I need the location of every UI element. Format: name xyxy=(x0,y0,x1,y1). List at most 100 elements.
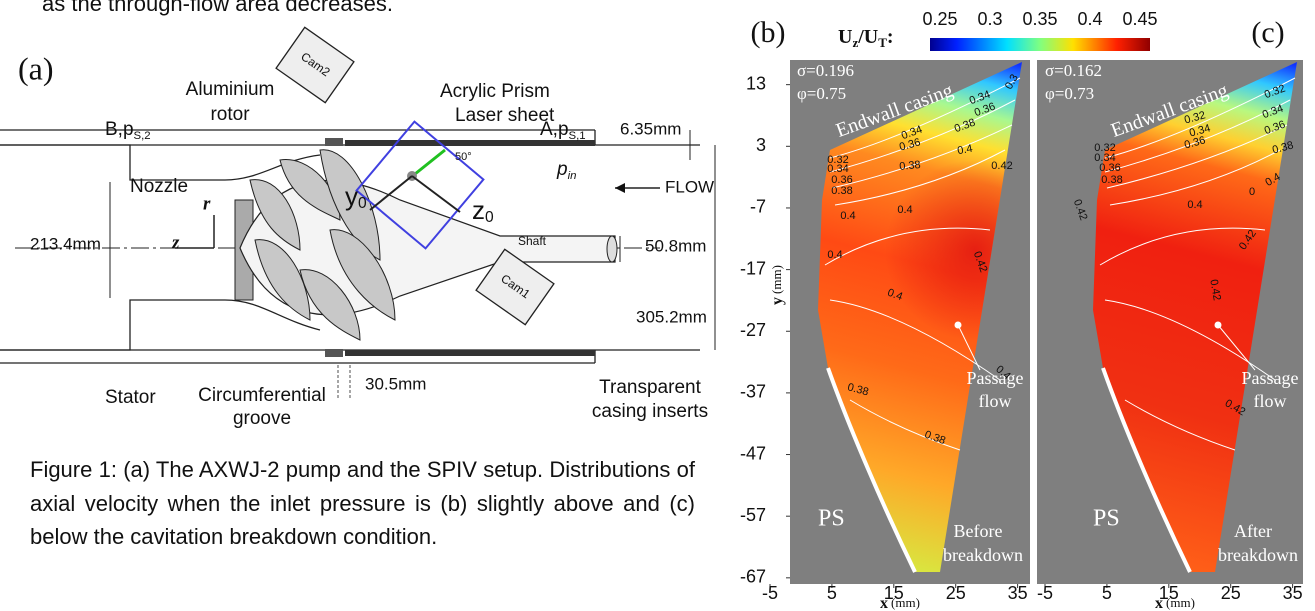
groove-label: Circumferential xyxy=(198,385,326,406)
contour-line xyxy=(834,149,1006,206)
contour-label: 0.4 xyxy=(956,143,973,157)
rotor-label: rotor xyxy=(210,104,250,125)
dimension: 305.2mm xyxy=(636,307,707,326)
contour-label: 0.42 xyxy=(991,160,1012,172)
x-axis-var: x xyxy=(1155,595,1163,611)
shaft-end xyxy=(606,235,618,263)
contour-label: 0.38 xyxy=(831,185,852,197)
inserts-label: casing inserts xyxy=(592,401,708,422)
contour-line xyxy=(824,227,991,266)
ps-label: PS xyxy=(818,506,845,532)
camera xyxy=(275,26,355,104)
contour-label: 0.4 xyxy=(897,204,912,216)
station-b-main: B,p xyxy=(105,119,134,140)
contour-line xyxy=(1109,149,1281,206)
x-tick-label: 5 xyxy=(1102,583,1112,603)
contour-label: 0.38 xyxy=(846,381,870,398)
station-a-main: A,p xyxy=(540,119,569,140)
line xyxy=(1217,324,1256,371)
colorbar-label-part: : xyxy=(887,26,894,48)
panel-label: (a) xyxy=(18,50,54,86)
y-axis-label: y (mm) xyxy=(769,265,786,305)
contour-line xyxy=(1124,399,1236,451)
x-tick-label: 25 xyxy=(1221,583,1241,603)
contour-line xyxy=(829,99,1016,173)
casing-insert xyxy=(345,350,595,356)
station-b: B,pS,2 xyxy=(105,119,151,142)
state-label: Before xyxy=(954,521,1003,541)
contour-line xyxy=(1104,299,1276,381)
dimension: 6.35mm xyxy=(620,119,681,138)
y0-label-main: y xyxy=(345,181,358,211)
passage-label: flow xyxy=(979,391,1012,411)
panel-label: (c) xyxy=(1251,16,1284,49)
colorbar-label-part: U xyxy=(838,26,852,48)
p-in-label-sub: in xyxy=(568,170,577,182)
y-tick-label: 13 xyxy=(746,73,766,93)
x-tick-label: 15 xyxy=(884,583,904,603)
blade xyxy=(279,159,341,221)
contour-label: 0.36 xyxy=(898,136,922,153)
flow-label: FLOW xyxy=(665,177,714,196)
y-tick-label: -27 xyxy=(740,320,766,340)
station-a-sub: S,1 xyxy=(569,130,586,142)
camera xyxy=(475,248,555,326)
ps-label: PS xyxy=(1093,506,1120,532)
contour-label: 0 xyxy=(1249,186,1255,198)
contour-label: 0.34 xyxy=(827,163,848,175)
contour-label: 0.32 xyxy=(1094,142,1115,154)
x-tick-label: -5 xyxy=(1037,583,1053,603)
y-tick-label: -57 xyxy=(740,505,766,525)
contour-label: 0.4 xyxy=(886,287,904,304)
line xyxy=(957,324,981,371)
axis-symbol: z xyxy=(171,232,180,253)
y-axis-unit: (mm) xyxy=(769,265,784,294)
contour-label: 0.36 xyxy=(1183,134,1207,151)
x-axis-unit: (mm) xyxy=(891,595,920,610)
prism xyxy=(355,120,485,250)
contour-label: 0.36 xyxy=(831,174,852,186)
contour-label: 0.32 xyxy=(827,154,848,166)
state-label: After xyxy=(1234,521,1272,541)
shaft-label: Shaft xyxy=(518,234,547,248)
x-tick-label: 35 xyxy=(1283,583,1303,603)
colorbar xyxy=(930,38,1150,51)
phi-label: φ=0.73 xyxy=(1045,84,1094,103)
p-in-label-main: p xyxy=(556,159,568,180)
y-tick-label: -67 xyxy=(740,567,766,587)
x-tick-label: 15 xyxy=(1159,583,1179,603)
pressure-side xyxy=(826,367,917,573)
x-tick-label: 25 xyxy=(946,583,966,603)
y-tick-label: -7 xyxy=(750,197,766,217)
y-tick-label: 3 xyxy=(756,135,766,155)
x-axis-var: x xyxy=(880,595,888,611)
colorbar-tick-label: 0.35 xyxy=(1022,9,1057,29)
arrow xyxy=(615,183,625,193)
x-tick-label: 5 xyxy=(827,583,837,603)
contour-label: 0.34 xyxy=(1188,122,1212,139)
state-label: breakdown xyxy=(1218,545,1298,565)
colorbar-tick-label: 0.25 xyxy=(922,9,957,29)
nozzle-label: Nozzle xyxy=(130,176,188,197)
x-axis-label: x (mm) xyxy=(1155,595,1195,611)
contour-line xyxy=(829,77,1021,159)
contour-line xyxy=(1099,227,1266,266)
sigma-label: σ=0.196 xyxy=(797,61,854,80)
line xyxy=(411,175,461,213)
contour-label: 0.38 xyxy=(1271,139,1295,156)
passage-label: Passage xyxy=(1242,368,1299,388)
contour-line xyxy=(849,399,961,451)
axis-symbol: r xyxy=(203,193,211,214)
top-text: as the through-flow area decreases. xyxy=(42,0,393,16)
colorbar-label-part: T xyxy=(878,35,887,50)
colorbar-label-part: z xyxy=(852,35,858,50)
contour-line xyxy=(1106,124,1288,189)
dimension: 50.8mm xyxy=(645,236,706,255)
blade xyxy=(299,269,361,341)
blade xyxy=(319,149,381,261)
sigma-label: σ=0.162 xyxy=(1045,61,1102,80)
contour-line xyxy=(831,124,1013,189)
x-tick-label: 35 xyxy=(1008,583,1028,603)
